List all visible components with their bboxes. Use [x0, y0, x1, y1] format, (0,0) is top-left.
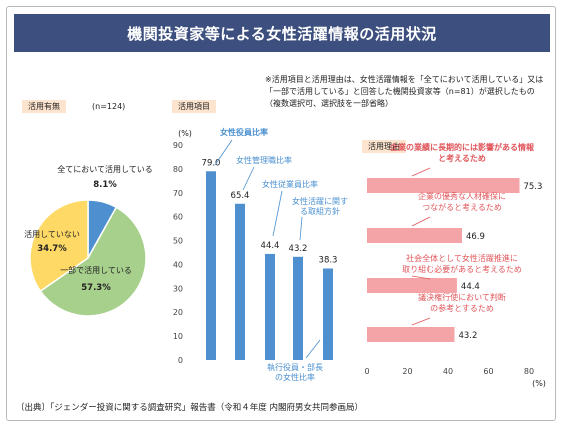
reason-bar-1: [367, 228, 462, 243]
pie-label-none-value: 34.7%: [37, 244, 67, 254]
category-leader-0: [214, 139, 233, 166]
y-tick-label: 70: [173, 189, 183, 198]
reason-bar-3: [367, 327, 455, 342]
x-tick-label: 20: [402, 367, 412, 376]
x-tick-label: 60: [483, 367, 493, 376]
y-tick-label: 10: [173, 332, 183, 341]
reason-label-3: 議決権行使において判断の参考とするため: [418, 292, 506, 313]
y-tick-label: 0: [178, 356, 183, 365]
pie-section-label: 活用有無: [22, 100, 66, 113]
y-tick-label: 90: [173, 141, 183, 150]
category-label-2: 女性従業員比率: [262, 179, 318, 189]
reason-value-3: 43.2: [458, 331, 477, 341]
pie-label-all-value: 8.1%: [93, 180, 117, 190]
reason-leader-2: [411, 275, 431, 280]
figure-title: 機関投資家等による女性活躍情報の活用状況: [14, 14, 550, 52]
category-label-0: 女性役員比率: [220, 127, 268, 137]
bar-section-label: 活用項目: [172, 100, 216, 113]
reason-bar-2: [367, 278, 457, 293]
reason-leader-1: [411, 216, 431, 227]
column-bar-3: [293, 256, 303, 360]
y-axis-unit: (%): [178, 129, 192, 138]
pie-label-all: 全てにおいて活用している: [57, 164, 153, 174]
column-bar-0: [206, 171, 216, 360]
y-tick-label: 80: [173, 165, 183, 174]
pie-label-partial-value: 57.3%: [81, 283, 111, 293]
column-value-3: 43.2: [289, 244, 308, 254]
pie-label-partial: 一部で活用している: [60, 265, 132, 275]
x-axis-unit: (%): [532, 379, 546, 388]
pie-slice-1: [39, 206, 147, 317]
reason-label-2: 社会全体として女性活躍推進に取り組む必要があると考えるため: [402, 253, 522, 274]
column-value-1: 65.4: [231, 191, 250, 201]
pie-n-label: (n=124): [92, 102, 126, 111]
x-tick-label: 80: [524, 367, 534, 376]
reason-bar-0: [367, 178, 520, 193]
column-bar-4: [323, 268, 333, 360]
category-label-1: 女性管理職比率: [236, 155, 292, 165]
reason-value-2: 44.4: [461, 282, 480, 292]
category-leader-3: [299, 216, 303, 241]
category-label-3: 女性活躍に関する取組方針: [292, 196, 348, 216]
column-bar-1: [235, 203, 245, 360]
column-value-2: 44.4: [261, 241, 280, 251]
category-leader-4: [305, 339, 321, 359]
hbar-section-label: 活用理由: [362, 140, 406, 153]
source-note: 〔出典〕「ジェンダー投資に関する調査研究」報告書（令和４年度 内閣府男女共同参画…: [16, 403, 363, 413]
reason-leader-3: [411, 317, 431, 326]
pie-slice-2: [29, 199, 89, 293]
category-leader-2: [272, 190, 283, 237]
pie-label-none: 活用していない: [24, 229, 80, 239]
y-tick-label: 20: [173, 308, 183, 317]
y-tick-label: 30: [173, 284, 183, 293]
footnote: ※活用項目と活用理由は、女性活躍情報を「全てにおいて活用している」又は「一部で活…: [265, 75, 544, 108]
reason-value-1: 46.9: [466, 232, 485, 242]
column-value-0: 79.0: [202, 158, 221, 168]
y-tick-label: 40: [173, 260, 183, 269]
column-value-4: 38.3: [319, 256, 338, 266]
x-tick-label: 0: [364, 367, 369, 376]
x-tick-label: 40: [443, 367, 453, 376]
reason-label-1: 企業の優秀な人材確保につながると考えるため: [418, 191, 506, 212]
reason-label-0: 企業の業績に長期的には影響がある情報と考えるため: [389, 142, 535, 163]
category-label-4: 執行役員・部長の女性比率: [267, 362, 323, 382]
y-tick-label: 60: [173, 213, 183, 222]
reason-value-0: 75.3: [523, 182, 542, 192]
reason-leader-0: [411, 167, 431, 177]
column-bar-2: [265, 253, 275, 360]
category-leader-1: [242, 166, 255, 191]
y-tick-label: 50: [173, 237, 183, 246]
